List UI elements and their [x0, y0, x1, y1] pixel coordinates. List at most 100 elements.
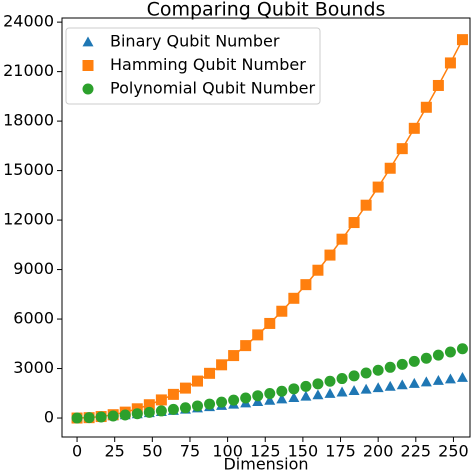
marker: [107, 410, 119, 422]
marker: [444, 57, 456, 69]
x-tick-label: 225: [401, 442, 432, 461]
legend-marker: [82, 36, 94, 47]
marker: [432, 79, 444, 91]
marker: [444, 346, 456, 358]
marker: [264, 388, 276, 400]
marker: [396, 358, 408, 370]
x-tick-label: 75: [180, 442, 200, 461]
marker: [167, 388, 179, 400]
marker: [312, 264, 324, 276]
marker: [312, 389, 324, 400]
marker: [456, 343, 468, 355]
x-tick-label: 175: [325, 442, 356, 461]
marker: [216, 396, 228, 408]
marker: [204, 398, 216, 410]
chart-title: Comparing Qubit Bounds: [147, 0, 386, 21]
marker: [300, 380, 312, 392]
marker: [348, 385, 360, 396]
y-tick-label: 15000: [3, 160, 54, 179]
legend: Binary Qubit Number Hamming Qubit Number P…: [65, 27, 321, 105]
marker: [396, 143, 408, 155]
marker: [312, 378, 324, 390]
marker: [396, 379, 408, 390]
marker: [83, 412, 95, 424]
marker: [264, 317, 276, 329]
marker: [432, 349, 444, 361]
marker: [119, 409, 131, 421]
marker: [324, 375, 336, 387]
marker: [420, 352, 432, 364]
marker: [288, 383, 300, 395]
marker: [420, 101, 432, 113]
x-tick-label: 25: [105, 442, 125, 461]
x-tick-label: 100: [212, 442, 243, 461]
marker: [204, 367, 216, 379]
marker: [384, 162, 396, 174]
marker: [456, 34, 468, 46]
x-tick-label: 200: [363, 442, 394, 461]
marker: [240, 340, 252, 352]
marker: [324, 387, 336, 398]
marker: [408, 122, 420, 134]
x-tick-label: 0: [72, 442, 82, 461]
marker: [191, 375, 203, 387]
y-tick-label: 6000: [13, 309, 54, 328]
marker: [252, 329, 264, 341]
legend-marker: [82, 60, 94, 71]
y-tick-label: 3000: [13, 358, 54, 377]
legend-label: Binary Qubit Number: [110, 32, 280, 51]
x-tick-label: 150: [288, 442, 319, 461]
marker: [420, 376, 432, 387]
plot-area: [71, 34, 468, 424]
x-tick-label: 50: [142, 442, 162, 461]
y-tick-label: 18000: [3, 111, 54, 130]
marker: [336, 373, 348, 385]
marker: [372, 181, 384, 193]
marker: [276, 385, 288, 397]
marker: [264, 394, 276, 405]
marker: [252, 390, 264, 402]
marker: [360, 383, 372, 394]
marker: [336, 233, 348, 245]
marker: [408, 377, 420, 388]
marker: [228, 350, 240, 362]
marker: [288, 292, 300, 304]
legend-label: Polynomial Qubit Number: [110, 79, 315, 98]
marker: [372, 382, 384, 393]
marker: [300, 279, 312, 291]
marker: [143, 399, 155, 411]
y-tick-label: 12000: [3, 210, 54, 229]
marker: [71, 412, 83, 424]
marker: [131, 408, 143, 420]
marker: [384, 361, 396, 373]
marker: [372, 364, 384, 376]
marker: [288, 392, 300, 402]
marker: [276, 305, 288, 317]
marker: [348, 217, 360, 229]
y-tick-label: 21000: [3, 61, 54, 80]
marker: [360, 367, 372, 379]
marker: [179, 402, 191, 414]
marker: [95, 411, 107, 423]
marker: [360, 199, 372, 211]
legend-label: Hamming Qubit Number: [110, 55, 306, 74]
axes-frame: [61, 17, 471, 438]
y-tick-label: 24000: [3, 12, 54, 31]
marker: [444, 373, 456, 384]
marker: [216, 359, 228, 371]
marker: [179, 382, 191, 394]
legend-box: [65, 27, 321, 105]
marker: [228, 394, 240, 406]
marker: [155, 394, 167, 406]
marker: [324, 249, 336, 261]
y-tick-label: 0: [44, 408, 54, 427]
marker: [276, 393, 288, 404]
marker: [143, 406, 155, 418]
x-tick-label: 125: [250, 442, 281, 461]
marker: [300, 390, 312, 401]
marker: [456, 371, 468, 382]
y-tick-label: 9000: [13, 259, 54, 278]
marker: [155, 405, 167, 417]
marker: [408, 355, 420, 367]
